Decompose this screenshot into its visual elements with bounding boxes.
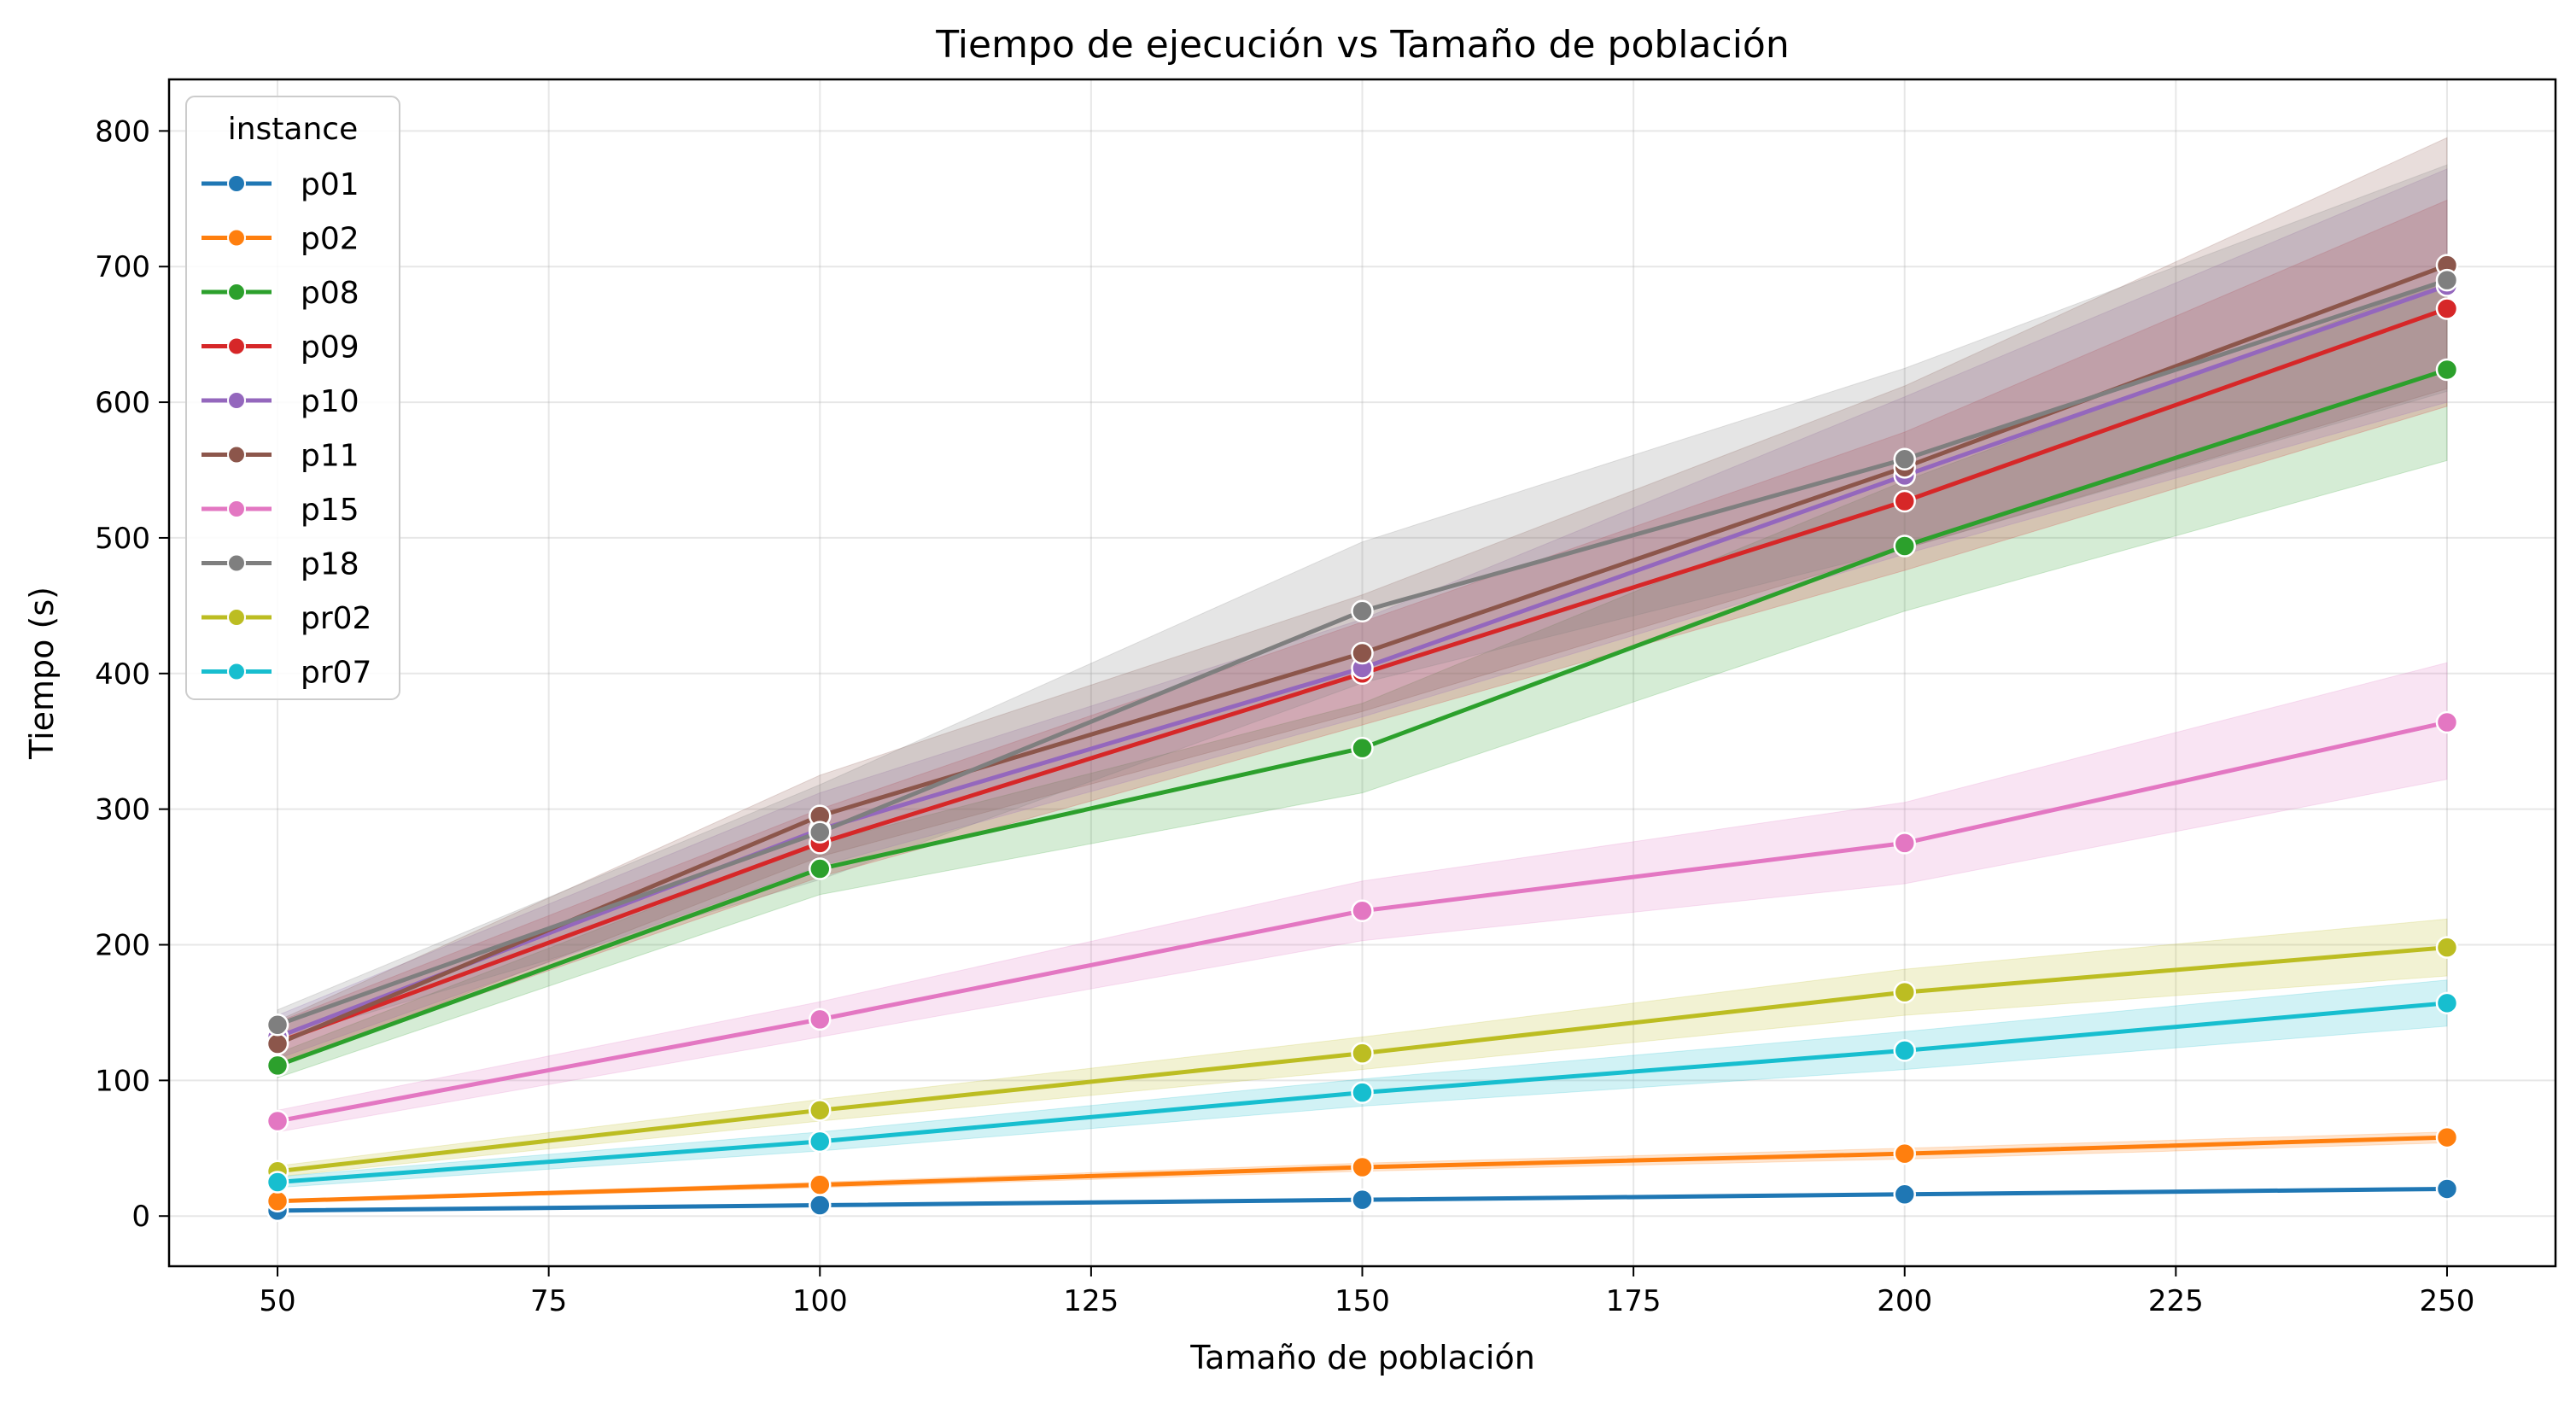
data-point-p15 [1351, 899, 1374, 923]
data-point-p01 [2435, 1177, 2459, 1200]
legend-marker-p09 [227, 336, 246, 356]
legend-title: instance [228, 112, 359, 147]
data-point-p15 [266, 1109, 289, 1133]
y-axis-label: Tiempo (s) [23, 587, 61, 760]
y-tick-label: 500 [95, 522, 150, 556]
data-point-p18 [266, 1013, 289, 1037]
legend-label-p01: p01 [301, 167, 359, 202]
data-point-pr02 [1893, 980, 1916, 1004]
data-point-p15 [2435, 710, 2459, 734]
data-point-p11 [266, 1032, 289, 1055]
data-point-p08 [266, 1054, 289, 1078]
data-point-p09 [2435, 297, 2459, 320]
x-tick-label: 150 [1335, 1284, 1390, 1318]
legend-label-p09: p09 [301, 330, 359, 365]
data-point-p01 [1351, 1188, 1374, 1212]
data-points [266, 254, 2459, 1223]
data-point-pr07 [266, 1171, 289, 1194]
y-tick-label: 100 [95, 1064, 150, 1098]
data-point-p18 [1351, 599, 1374, 622]
data-point-pr02 [809, 1099, 832, 1122]
legend: instance p01 p02 p08 p09 p10 p11 p15 p18 pr02 pr0… [185, 96, 400, 700]
legend-marker-p02 [227, 228, 246, 248]
x-tick-label: 75 [530, 1284, 567, 1318]
data-point-p08 [1893, 535, 1916, 558]
legend-items: p01 p02 p08 p09 p10 p11 p15 p18 pr02 pr07 [202, 167, 371, 691]
legend-label-pr02: pr02 [301, 601, 371, 636]
legend-label-pr07: pr07 [301, 656, 371, 691]
legend-marker-p01 [227, 174, 246, 193]
data-point-p08 [1351, 736, 1374, 760]
data-point-p18 [1893, 447, 1916, 471]
x-tick-label: 225 [2148, 1284, 2204, 1318]
x-tick-label: 250 [2420, 1284, 2475, 1318]
data-point-p08 [2435, 358, 2459, 382]
y-tick-label: 200 [95, 929, 150, 963]
legend-marker-p15 [227, 499, 246, 518]
legend-label-p15: p15 [301, 493, 359, 528]
legend-label-p11: p11 [301, 439, 359, 474]
y-tick-label: 0 [131, 1200, 150, 1234]
data-point-p18 [2435, 268, 2459, 292]
data-point-p02 [1893, 1142, 1916, 1165]
data-point-pr02 [1351, 1042, 1374, 1065]
data-point-p02 [2435, 1125, 2459, 1149]
data-point-p18 [809, 821, 832, 844]
y-tick-label: 700 [95, 250, 150, 284]
y-tick-label: 300 [95, 793, 150, 827]
y-tick-label: 400 [95, 657, 150, 692]
data-point-p11 [1351, 641, 1374, 665]
data-point-p01 [1893, 1183, 1916, 1206]
data-point-pr07 [1351, 1081, 1374, 1104]
legend-marker-pr07 [227, 662, 246, 681]
data-point-pr07 [2435, 991, 2459, 1015]
chart-title: Tiempo de ejecución vs Tamaño de poblaci… [935, 23, 1789, 67]
data-point-p02 [266, 1189, 289, 1212]
legend-marker-p08 [227, 283, 246, 301]
data-point-p15 [1893, 832, 1916, 855]
x-tick-label: 50 [259, 1284, 295, 1318]
x-axis-label: Tamaño de población [1189, 1339, 1535, 1376]
x-tick-label: 200 [1877, 1284, 1932, 1318]
legend-marker-p18 [227, 553, 246, 573]
data-point-pr07 [809, 1130, 832, 1154]
legend-marker-p11 [227, 445, 246, 464]
data-point-p09 [1893, 489, 1916, 513]
legend-box [185, 96, 400, 700]
data-point-p08 [809, 857, 832, 880]
x-tick-label: 100 [792, 1284, 848, 1318]
data-point-p15 [809, 1008, 832, 1031]
data-point-p02 [809, 1173, 832, 1196]
legend-label-p10: p10 [301, 384, 359, 419]
x-tick-label: 175 [1606, 1284, 1662, 1318]
data-point-pr02 [2435, 936, 2459, 959]
x-tick-label: 125 [1063, 1284, 1119, 1318]
legend-label-p02: p02 [301, 222, 359, 257]
data-point-p02 [1351, 1155, 1374, 1179]
legend-marker-p10 [227, 391, 246, 410]
y-axis-ticks: 0 100 200 300 400 500 600 700 800 [95, 114, 169, 1234]
x-axis-ticks: 50 75 100 125 150 175 200 225 250 [259, 1266, 2474, 1318]
data-point-pr07 [1893, 1039, 1916, 1062]
legend-label-p08: p08 [301, 276, 359, 311]
data-point-p01 [809, 1194, 832, 1217]
legend-marker-pr02 [227, 608, 246, 627]
legend-label-p18: p18 [301, 547, 359, 582]
y-tick-label: 600 [95, 386, 150, 420]
y-tick-label: 800 [95, 114, 150, 149]
